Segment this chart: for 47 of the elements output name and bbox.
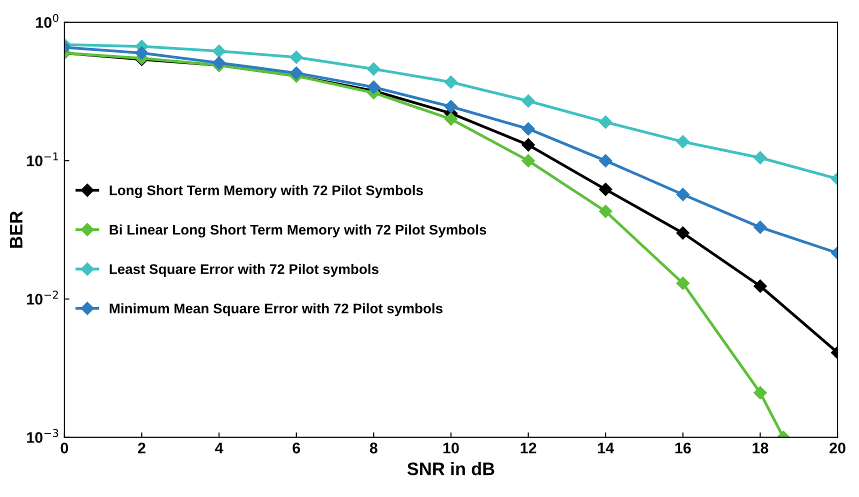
legend-label: Long Short Term Memory with 72 Pilot Symbols [110, 185, 423, 198]
x-tick-label: 4 [215, 442, 224, 454]
point [676, 135, 690, 148]
point [599, 204, 612, 218]
point [522, 138, 535, 152]
point [754, 386, 767, 400]
point [290, 50, 303, 64]
x-tick-label: 8 [370, 442, 378, 454]
x-tick-label: 0 [60, 442, 68, 454]
x-axis-title: SNR in dB [407, 462, 494, 476]
point [212, 44, 226, 58]
point [599, 154, 612, 168]
point [290, 66, 303, 80]
point [599, 182, 612, 196]
x-tick-label: 10 [443, 442, 459, 454]
point [754, 220, 767, 234]
point [212, 56, 226, 70]
x-tick-label: 2 [138, 442, 146, 454]
point [444, 76, 458, 89]
x-tick-label: 16 [675, 442, 691, 454]
point [676, 276, 690, 290]
point [676, 226, 690, 240]
x-tick-label: 6 [292, 442, 300, 454]
x-tick-label: 20 [830, 442, 846, 454]
x-tick-label: 12 [520, 442, 536, 454]
point [522, 154, 535, 168]
legend-label: Minimum Mean Square Error with 72 Pilot symbols [110, 303, 442, 316]
y-tick-label: 10$^{−1}$ [27, 152, 58, 166]
point [135, 46, 148, 60]
y-tick-label: 10$^{0}$ [36, 14, 58, 28]
point [444, 112, 458, 126]
point [599, 116, 612, 129]
point [676, 188, 690, 202]
point [367, 80, 380, 94]
y-tick-label: 10$^{−2}$ [27, 290, 58, 305]
y-tick-label: 10$^{−3}$ [27, 428, 58, 443]
x-tick-label: 18 [752, 442, 768, 454]
point [444, 100, 458, 114]
x-tick-label: 14 [598, 442, 614, 454]
point [522, 94, 535, 108]
point [754, 151, 767, 164]
point [367, 62, 380, 76]
point [754, 280, 767, 293]
point [522, 122, 535, 136]
y-axis-title: BER [10, 211, 22, 248]
legend-label: Least Square Error with 72 Pilot symbols [110, 264, 378, 277]
legend-label: Bi Linear Long Short Term Memory with 72 Pilot Symbols [110, 224, 486, 238]
